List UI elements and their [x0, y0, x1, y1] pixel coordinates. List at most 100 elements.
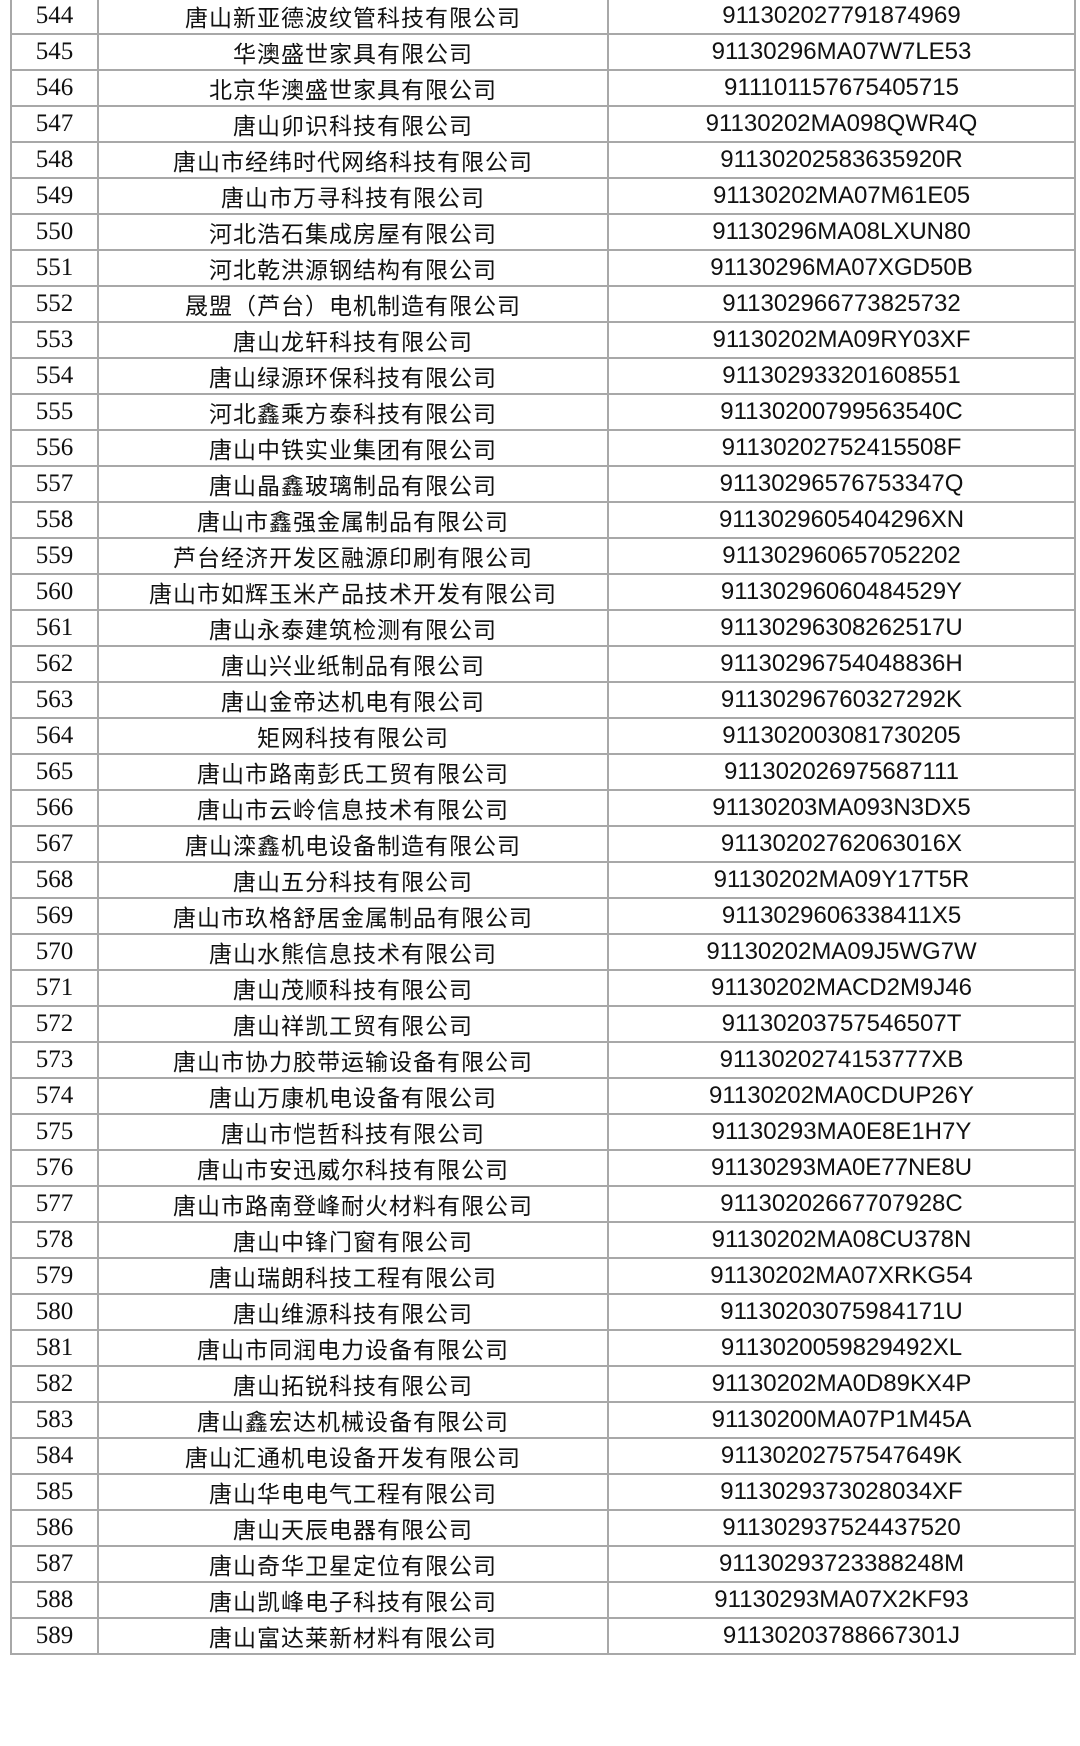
- row-number: 574: [10, 1077, 99, 1115]
- row-number: 559: [10, 537, 99, 575]
- row-number: 578: [10, 1221, 99, 1259]
- company-name: 矩网科技有限公司: [97, 717, 609, 755]
- row-number: 571: [10, 969, 99, 1007]
- credit-code: 9113029373028034XF: [607, 1473, 1076, 1511]
- table-row: 553 唐山龙轩科技有限公司 91130202MA09RY03XF: [10, 321, 1076, 359]
- row-number: 546: [10, 69, 99, 107]
- credit-code: 91130202MA09J5WG7W: [607, 933, 1076, 971]
- table-row: 567 唐山滦鑫机电设备制造有限公司 91130202762063016X: [10, 825, 1076, 863]
- table-row: 565 唐山市路南彭氏工贸有限公司 911302026975687111: [10, 753, 1076, 791]
- company-name: 唐山市如辉玉米产品技术开发有限公司: [97, 573, 609, 611]
- company-name: 唐山市万寻科技有限公司: [97, 177, 609, 215]
- company-name: 唐山五分科技有限公司: [97, 861, 609, 899]
- row-number: 573: [10, 1041, 99, 1079]
- row-number: 563: [10, 681, 99, 719]
- credit-code: 91130293MA0E77NE8U: [607, 1149, 1076, 1187]
- row-number: 556: [10, 429, 99, 467]
- credit-code: 91130202757547649K: [607, 1437, 1076, 1475]
- row-number: 568: [10, 861, 99, 899]
- table-row: 569 唐山市玖格舒居金属制品有限公司 9113029606338411X5: [10, 897, 1076, 935]
- credit-code: 91130202MA08CU378N: [607, 1221, 1076, 1259]
- row-number: 586: [10, 1509, 99, 1547]
- row-number: 560: [10, 573, 99, 611]
- company-name: 唐山茂顺科技有限公司: [97, 969, 609, 1007]
- row-number: 564: [10, 717, 99, 755]
- row-number: 552: [10, 285, 99, 323]
- company-name: 唐山市路南登峰耐火材料有限公司: [97, 1185, 609, 1223]
- row-number: 581: [10, 1329, 99, 1367]
- table-row: 575 唐山市恺哲科技有限公司 91130293MA0E8E1H7Y: [10, 1113, 1076, 1151]
- row-number: 544: [10, 0, 99, 35]
- company-name: 唐山绿源环保科技有限公司: [97, 357, 609, 395]
- company-name: 唐山新亚德波纹管科技有限公司: [97, 0, 609, 35]
- table-row: 563 唐山金帝达机电有限公司 91130296760327292K: [10, 681, 1076, 719]
- row-number: 562: [10, 645, 99, 683]
- table-row: 545 华澳盛世家具有限公司 91130296MA07W7LE53: [10, 33, 1076, 71]
- row-number: 566: [10, 789, 99, 827]
- table-row: 550 河北浩石集成房屋有限公司 91130296MA08LXUN80: [10, 213, 1076, 251]
- credit-code: 91130200MA07P1M45A: [607, 1401, 1076, 1439]
- table-row: 570 唐山水熊信息技术有限公司 91130202MA09J5WG7W: [10, 933, 1076, 971]
- table-row: 558 唐山市鑫强金属制品有限公司 911302960540429​6XN: [10, 501, 1076, 539]
- table-row: 580 唐山维源科技有限公司 91130203075984171U: [10, 1293, 1076, 1331]
- table-row: 581 唐山市同润电力设备有限公司 9113020059829492XL: [10, 1329, 1076, 1367]
- row-number: 569: [10, 897, 99, 935]
- credit-code: 9113029606338411X5: [607, 897, 1076, 935]
- row-number: 575: [10, 1113, 99, 1151]
- credit-code: 91130202MA07XRKG54: [607, 1257, 1076, 1295]
- table-row: 576 唐山市安迅威尔科技有限公司 91130293MA0E77NE8U: [10, 1149, 1076, 1187]
- credit-code: 91130202MA09RY03XF: [607, 321, 1076, 359]
- table-row: 561 唐山永泰建筑检测有限公司 91130296308262517U: [10, 609, 1076, 647]
- credit-code: 911101157675405715: [607, 69, 1076, 107]
- table-row: 587 唐山奇华卫星定位有限公司 91130293723388248M: [10, 1545, 1076, 1583]
- table-row: 544 唐山新亚德波纹管科技有限公司 91130202779187496​9: [10, 0, 1076, 35]
- company-name: 华澳盛世家具有限公司: [97, 33, 609, 71]
- credit-code: 91130203MA093N3DX5: [607, 789, 1076, 827]
- row-number: 570: [10, 933, 99, 971]
- company-name: 唐山市协力胶带运输设备有限公司: [97, 1041, 609, 1079]
- credit-code: 91130202583635920R: [607, 141, 1076, 179]
- company-name: 唐山中铁实业集团有限公司: [97, 429, 609, 467]
- credit-code: 91130200799563540C: [607, 393, 1076, 431]
- credit-code: 91130296576753347Q: [607, 465, 1076, 503]
- credit-code: 9113020059829492XL: [607, 1329, 1076, 1367]
- company-name: 唐山市经纬时代网络科技有限公司: [97, 141, 609, 179]
- credit-code: 91130203788667301J: [607, 1617, 1076, 1655]
- table-row: 573 唐山市协力胶带运输设备有限公司 9113020274153777XB: [10, 1041, 1076, 1079]
- credit-code: 911302003081730205: [607, 717, 1076, 755]
- row-number: 565: [10, 753, 99, 791]
- row-number: 551: [10, 249, 99, 287]
- company-name: 河北乾洪源钢结构有限公司: [97, 249, 609, 287]
- table-row: 583 唐山鑫宏达机械设备有限公司 91130200MA07P1M45A: [10, 1401, 1076, 1439]
- table-row: 571 唐山茂顺科技有限公司 91130202MACD2M9J46: [10, 969, 1076, 1007]
- table-row: 555 河北鑫乘方泰科技有限公司 91130200799563540C: [10, 393, 1076, 431]
- credit-code: 911302960540429​6XN: [607, 501, 1076, 539]
- credit-code: 91130202MA0CDUP26Y: [607, 1077, 1076, 1115]
- row-number: 587: [10, 1545, 99, 1583]
- company-name: 唐山水熊信息技术有限公司: [97, 933, 609, 971]
- table-row: 577 唐山市路南登峰耐火材料有限公司 91130202667707928C: [10, 1185, 1076, 1223]
- table-row: 574 唐山万康机电设备有限公司 91130202MA0CDUP26Y: [10, 1077, 1076, 1115]
- company-name: 唐山市路南彭氏工贸有限公司: [97, 753, 609, 791]
- company-name: 唐山富达莱新材料有限公司: [97, 1617, 609, 1655]
- table-row: 584 唐山汇通机电设备开发有限公司 91130202757547649K: [10, 1437, 1076, 1475]
- credit-code: 91130202667707928C: [607, 1185, 1076, 1223]
- company-name: 唐山市鑫强金属制品有限公司: [97, 501, 609, 539]
- credit-code: 9113020274153777XB: [607, 1041, 1076, 1079]
- row-number: 589: [10, 1617, 99, 1655]
- credit-code: 91130296060484529Y: [607, 573, 1076, 611]
- company-name: 唐山万康机电设备有限公司: [97, 1077, 609, 1115]
- row-number: 585: [10, 1473, 99, 1511]
- credit-code: 911302933201608551: [607, 357, 1076, 395]
- table-row: 566 唐山市云岭信息技术有限公司 91130203MA093N3DX5: [10, 789, 1076, 827]
- row-number: 545: [10, 33, 99, 71]
- table-row: 551 河北乾洪源钢结构有限公司 91130296MA07XGD50B: [10, 249, 1076, 287]
- table-row: 564 矩网科技有限公司 911302003081730205: [10, 717, 1076, 755]
- company-name: 唐山拓锐科技有限公司: [97, 1365, 609, 1403]
- credit-code: 91130296760327292K: [607, 681, 1076, 719]
- table-row: 585 唐山华电电气工程有限公司 9113029373028034XF: [10, 1473, 1076, 1511]
- company-name: 唐山龙轩科技有限公司: [97, 321, 609, 359]
- credit-code: 91130203757546507T: [607, 1005, 1076, 1043]
- row-number: 547: [10, 105, 99, 143]
- table-row: 557 唐山晶鑫玻璃制品有限公司 91130296576753347Q: [10, 465, 1076, 503]
